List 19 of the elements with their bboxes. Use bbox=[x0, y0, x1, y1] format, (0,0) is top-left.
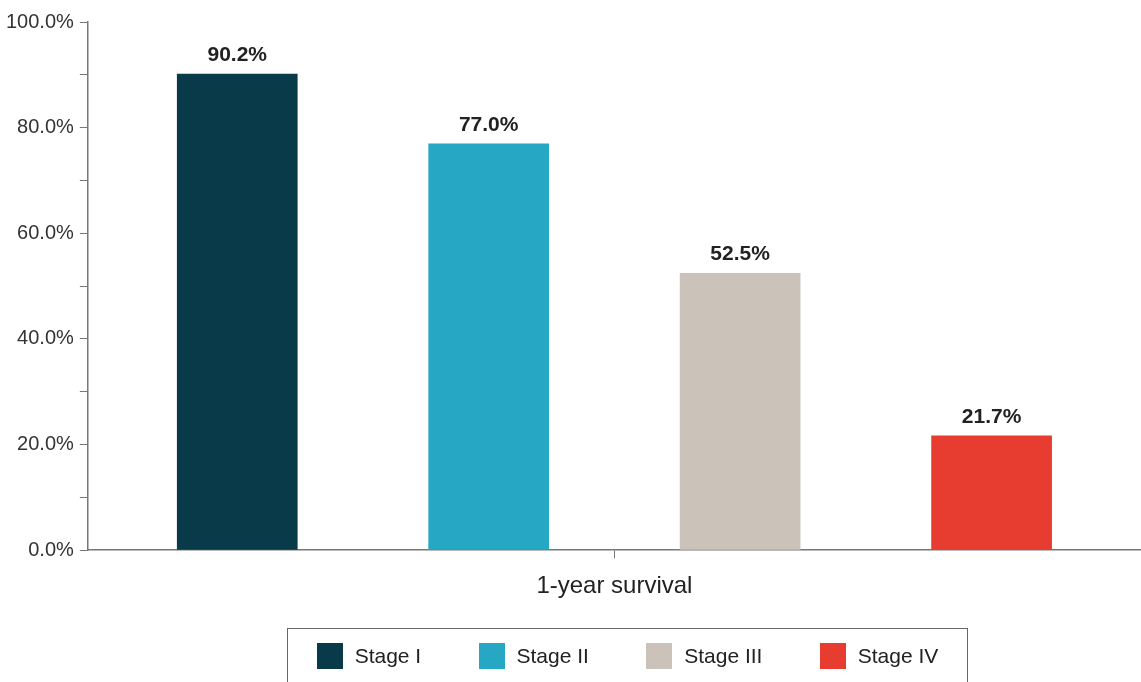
bar bbox=[931, 435, 1052, 550]
bar bbox=[176, 73, 298, 550]
bar bbox=[428, 143, 550, 550]
data-label: 52.5% bbox=[710, 241, 771, 265]
data-label: 90.2% bbox=[207, 42, 268, 66]
x-tick-label: 1-year survival bbox=[536, 571, 693, 599]
bar bbox=[679, 272, 801, 550]
y-tick-label: 60.0% bbox=[17, 220, 75, 243]
legend-label: Stage IV bbox=[857, 643, 939, 668]
legend-label: Stage III bbox=[684, 643, 763, 668]
y-tick-label: 40.0% bbox=[17, 326, 75, 349]
y-tick-label: 0.0% bbox=[28, 537, 75, 560]
legend-label: Stage I bbox=[354, 643, 422, 668]
data-label: 21.7% bbox=[961, 403, 1022, 427]
data-label: 77.0% bbox=[458, 111, 519, 135]
legend-label: Stage II bbox=[516, 643, 589, 668]
y-tick-label: 20.0% bbox=[17, 432, 75, 455]
y-tick-label: 80.0% bbox=[17, 115, 75, 138]
y-tick-label: 100.0% bbox=[5, 9, 75, 32]
